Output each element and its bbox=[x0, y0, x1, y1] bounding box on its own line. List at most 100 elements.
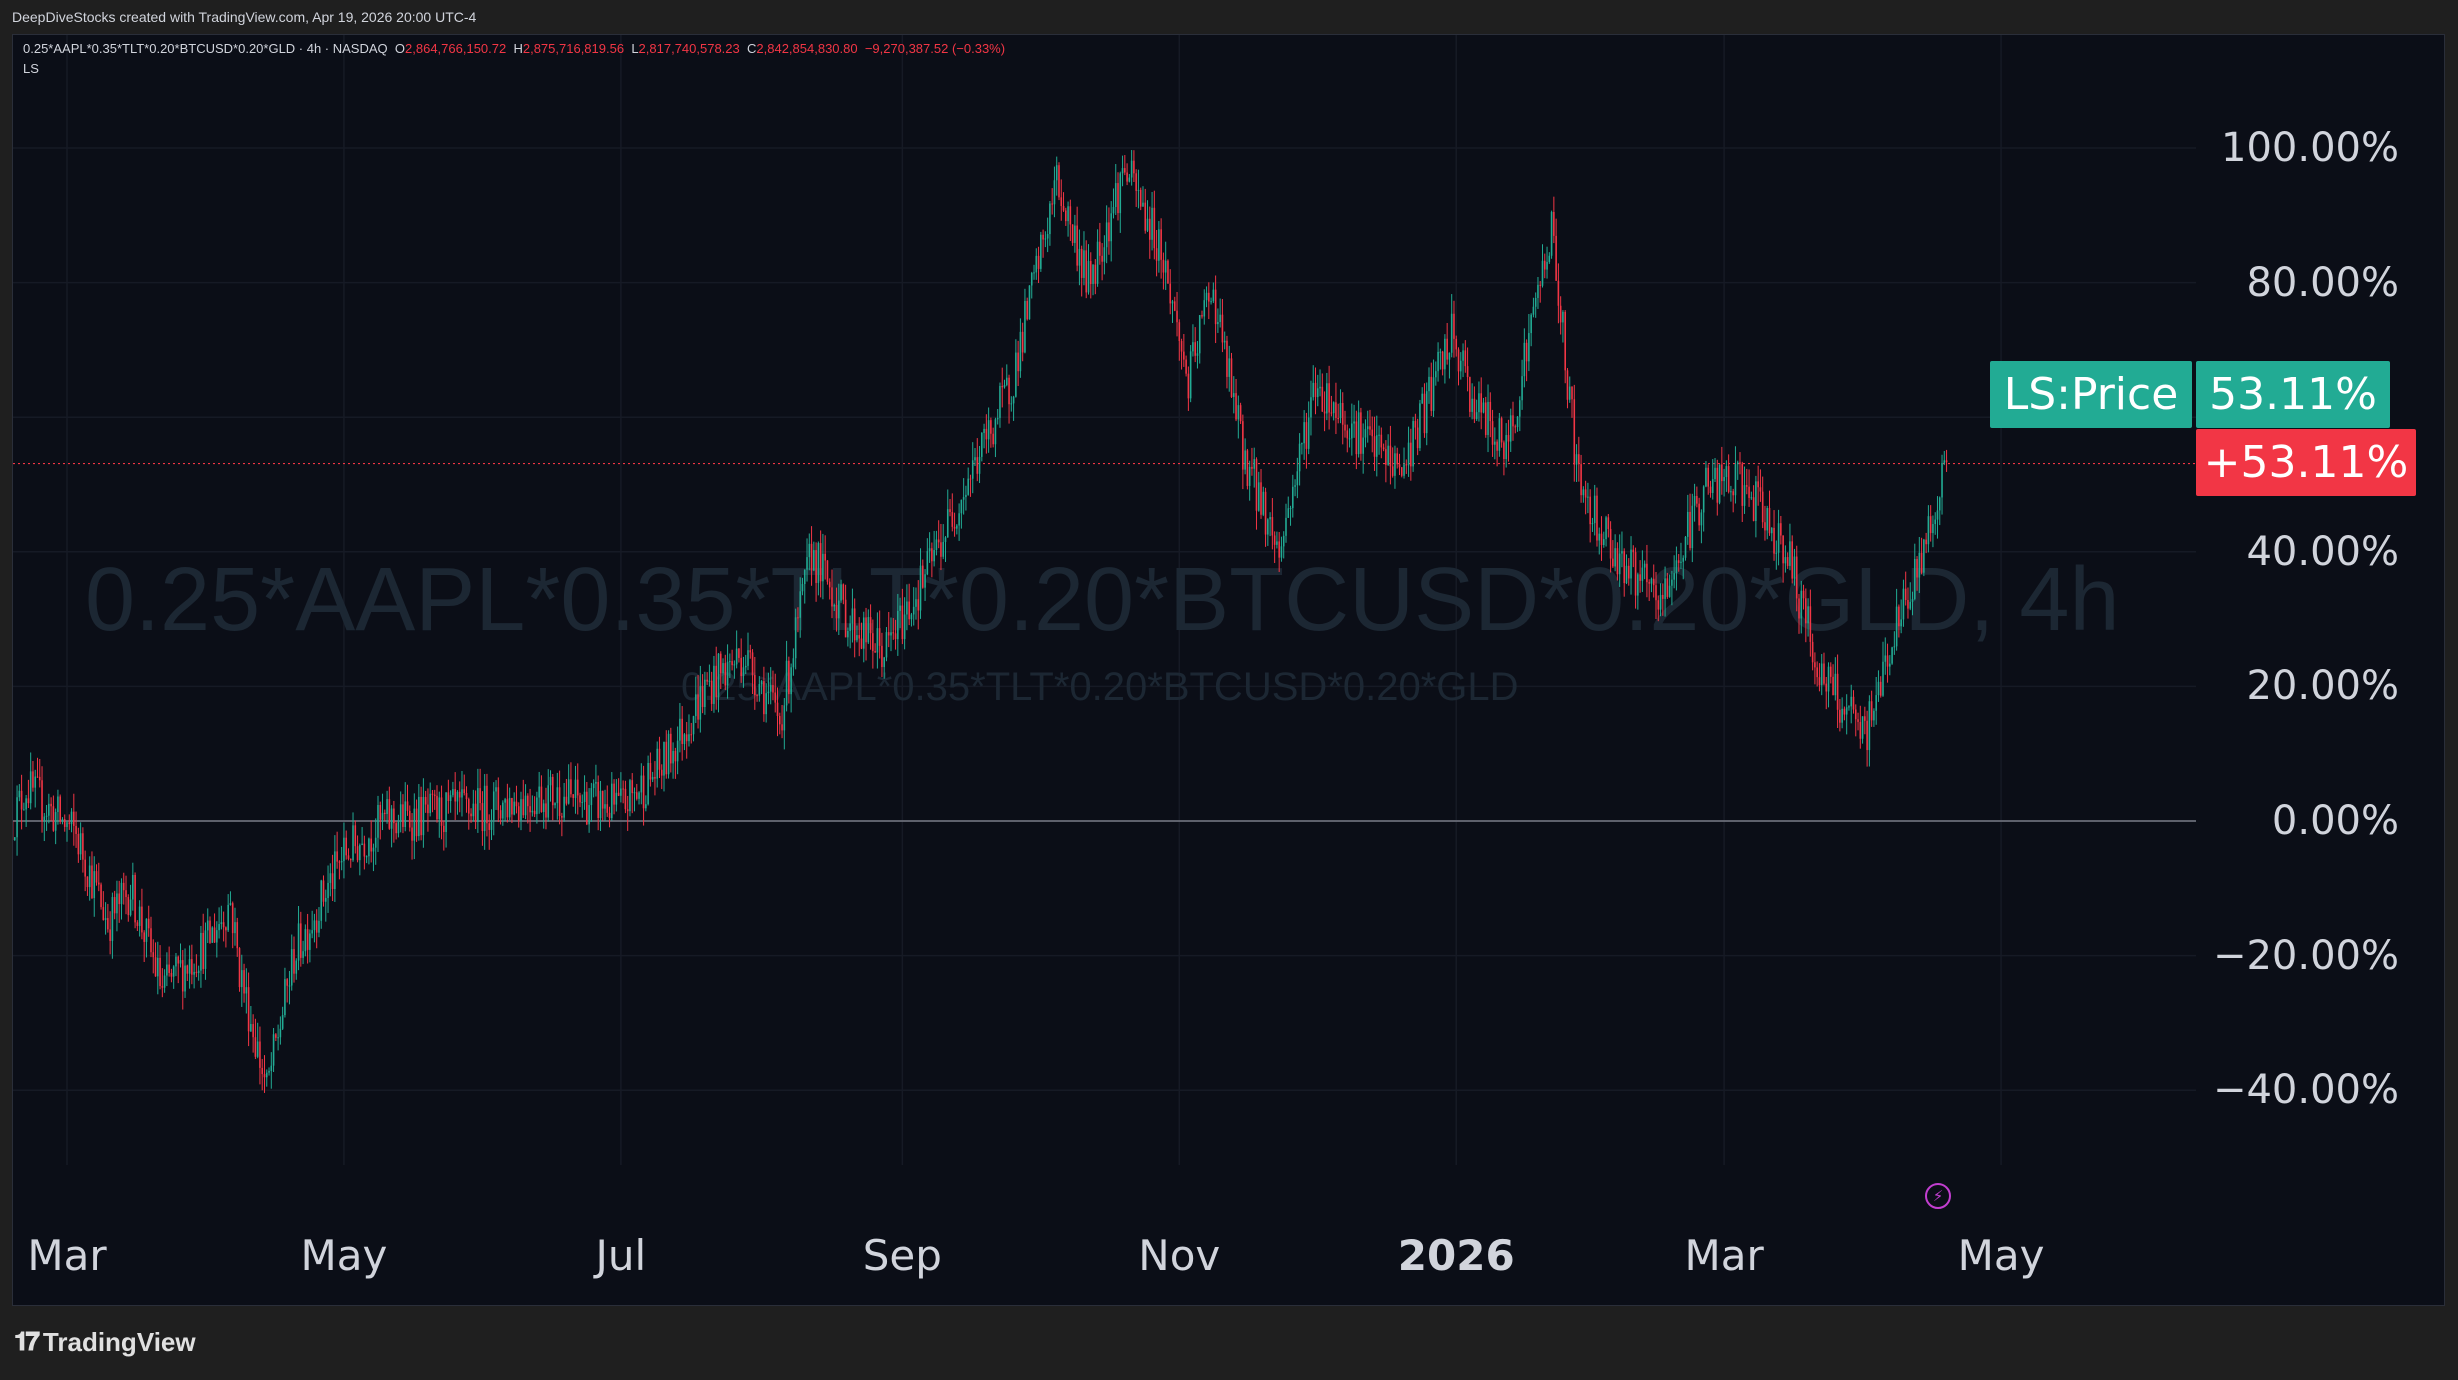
candle-body bbox=[1037, 255, 1040, 269]
candle-body bbox=[27, 798, 30, 804]
candle-body bbox=[1716, 467, 1719, 503]
candle-body bbox=[951, 512, 954, 527]
chart-pane[interactable]: 0.25*AAPL*0.35*TLT*0.20*BTCUSD*0.20*GLD,… bbox=[12, 34, 2445, 1306]
candle-body bbox=[1430, 376, 1433, 411]
candle-body bbox=[897, 610, 899, 640]
candle-body bbox=[177, 956, 180, 964]
candle-body bbox=[965, 494, 967, 498]
candle-body bbox=[1854, 709, 1857, 720]
candle-body bbox=[1648, 582, 1650, 584]
symbol-watermark-sub: 0.25*AAPL*0.35*TLT*0.20*BTCUSD*0.20*GLD bbox=[681, 665, 1519, 709]
candle-body bbox=[1119, 173, 1122, 214]
candle-body bbox=[1920, 552, 1923, 573]
candle-body bbox=[1879, 681, 1882, 696]
indicator-legend[interactable]: LS bbox=[23, 61, 39, 76]
candle-body bbox=[1180, 341, 1183, 352]
candle-body bbox=[1332, 402, 1335, 414]
candle-body bbox=[1618, 553, 1621, 575]
candle-body bbox=[1214, 289, 1217, 325]
candle-body bbox=[1346, 430, 1349, 439]
candle-body bbox=[717, 653, 720, 698]
candle-body bbox=[1934, 519, 1937, 525]
candle-body bbox=[231, 903, 234, 934]
candle-body bbox=[1584, 489, 1587, 498]
candle-body bbox=[91, 865, 93, 899]
candle-body bbox=[1069, 206, 1072, 225]
candle-body bbox=[1848, 706, 1850, 708]
candle-body bbox=[279, 1028, 282, 1038]
candle-body bbox=[483, 785, 486, 832]
candle-body bbox=[1335, 402, 1337, 418]
candle-body bbox=[1548, 255, 1551, 262]
candle-body bbox=[297, 923, 300, 961]
candle-body bbox=[1814, 662, 1816, 668]
candle-body bbox=[990, 420, 992, 434]
candle-body bbox=[111, 897, 114, 941]
candle-body bbox=[275, 1034, 277, 1038]
candle-body bbox=[361, 843, 363, 846]
candle-body bbox=[38, 776, 41, 781]
candle-body bbox=[1632, 549, 1635, 553]
chart-canvas[interactable] bbox=[13, 35, 2445, 1306]
candle-body bbox=[667, 733, 670, 775]
candle-body bbox=[1839, 709, 1841, 723]
candle-body bbox=[104, 918, 107, 921]
candle-body bbox=[976, 457, 979, 474]
candle-body bbox=[420, 796, 422, 836]
series-name-tag: LS:Price bbox=[1990, 361, 2192, 428]
candle-body bbox=[715, 665, 718, 698]
candle-body bbox=[642, 775, 645, 809]
candle-body bbox=[48, 803, 50, 816]
candle-body bbox=[1328, 383, 1330, 413]
candle-body bbox=[1478, 393, 1480, 413]
candle-body bbox=[549, 776, 552, 786]
candle-body bbox=[1698, 503, 1700, 526]
candle-body bbox=[1677, 560, 1680, 563]
tradingview-brand[interactable]: 𝟏𝟕 TradingView bbox=[14, 1326, 196, 1358]
candle-body bbox=[75, 825, 77, 834]
candle-body bbox=[1176, 310, 1178, 323]
candle-body bbox=[1094, 264, 1097, 284]
candle-body bbox=[452, 789, 454, 796]
candle-body bbox=[810, 543, 813, 571]
candle-body bbox=[517, 806, 520, 821]
candle-body bbox=[1003, 384, 1006, 388]
candle-body bbox=[1673, 573, 1675, 580]
legend-close: 2,842,854,830.80 bbox=[756, 41, 858, 56]
candle-body bbox=[908, 601, 910, 620]
candle-body bbox=[1911, 598, 1914, 602]
candle-body bbox=[490, 819, 493, 830]
candle-body bbox=[479, 788, 481, 804]
candle-body bbox=[172, 966, 175, 977]
symbol-legend[interactable]: 0.25*AAPL*0.35*TLT*0.20*BTCUSD*0.20*GLD … bbox=[23, 41, 1005, 76]
candle-body bbox=[1078, 248, 1081, 266]
candle-body bbox=[776, 702, 779, 716]
candle-body bbox=[1607, 517, 1610, 529]
candle-body bbox=[1244, 450, 1246, 470]
candle-body bbox=[867, 617, 870, 643]
candle-body bbox=[1092, 264, 1094, 285]
candle-body bbox=[1400, 467, 1403, 476]
candle-body bbox=[495, 787, 497, 792]
price-axis-label: 100.00% bbox=[2221, 125, 2399, 171]
candle-body bbox=[1941, 463, 1943, 498]
candle-body bbox=[1791, 541, 1793, 579]
candle-body bbox=[694, 694, 697, 717]
candle-body bbox=[819, 543, 822, 582]
lightning-icon[interactable]: ⚡ bbox=[1925, 1183, 1951, 1209]
candle-body bbox=[52, 806, 55, 831]
candle-body bbox=[1700, 512, 1703, 526]
candle-body bbox=[731, 661, 733, 666]
candle-body bbox=[154, 957, 157, 977]
candle-body bbox=[1898, 606, 1900, 627]
candle-body bbox=[1001, 386, 1004, 388]
candle-body bbox=[1235, 393, 1237, 420]
candle-body bbox=[1727, 466, 1730, 492]
candle-body bbox=[213, 927, 216, 943]
candle-body bbox=[781, 724, 783, 731]
candle-body bbox=[1160, 229, 1162, 260]
candle-body bbox=[1721, 464, 1723, 482]
candle-body bbox=[654, 776, 656, 779]
candle-body bbox=[788, 660, 790, 695]
candle-body bbox=[1203, 300, 1206, 317]
